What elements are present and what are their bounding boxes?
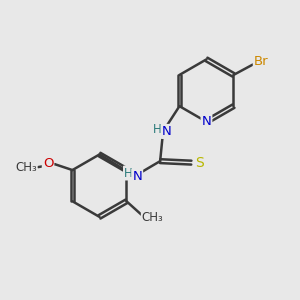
- Text: S: S: [195, 156, 204, 170]
- Text: H: H: [124, 167, 133, 179]
- Text: O: O: [43, 157, 53, 170]
- Text: N: N: [202, 115, 211, 128]
- Text: CH₃: CH₃: [142, 211, 164, 224]
- Text: H: H: [153, 123, 162, 136]
- Text: N: N: [132, 169, 142, 182]
- Text: N: N: [162, 125, 172, 138]
- Text: Br: Br: [254, 55, 268, 68]
- Text: CH₃: CH₃: [15, 160, 37, 174]
